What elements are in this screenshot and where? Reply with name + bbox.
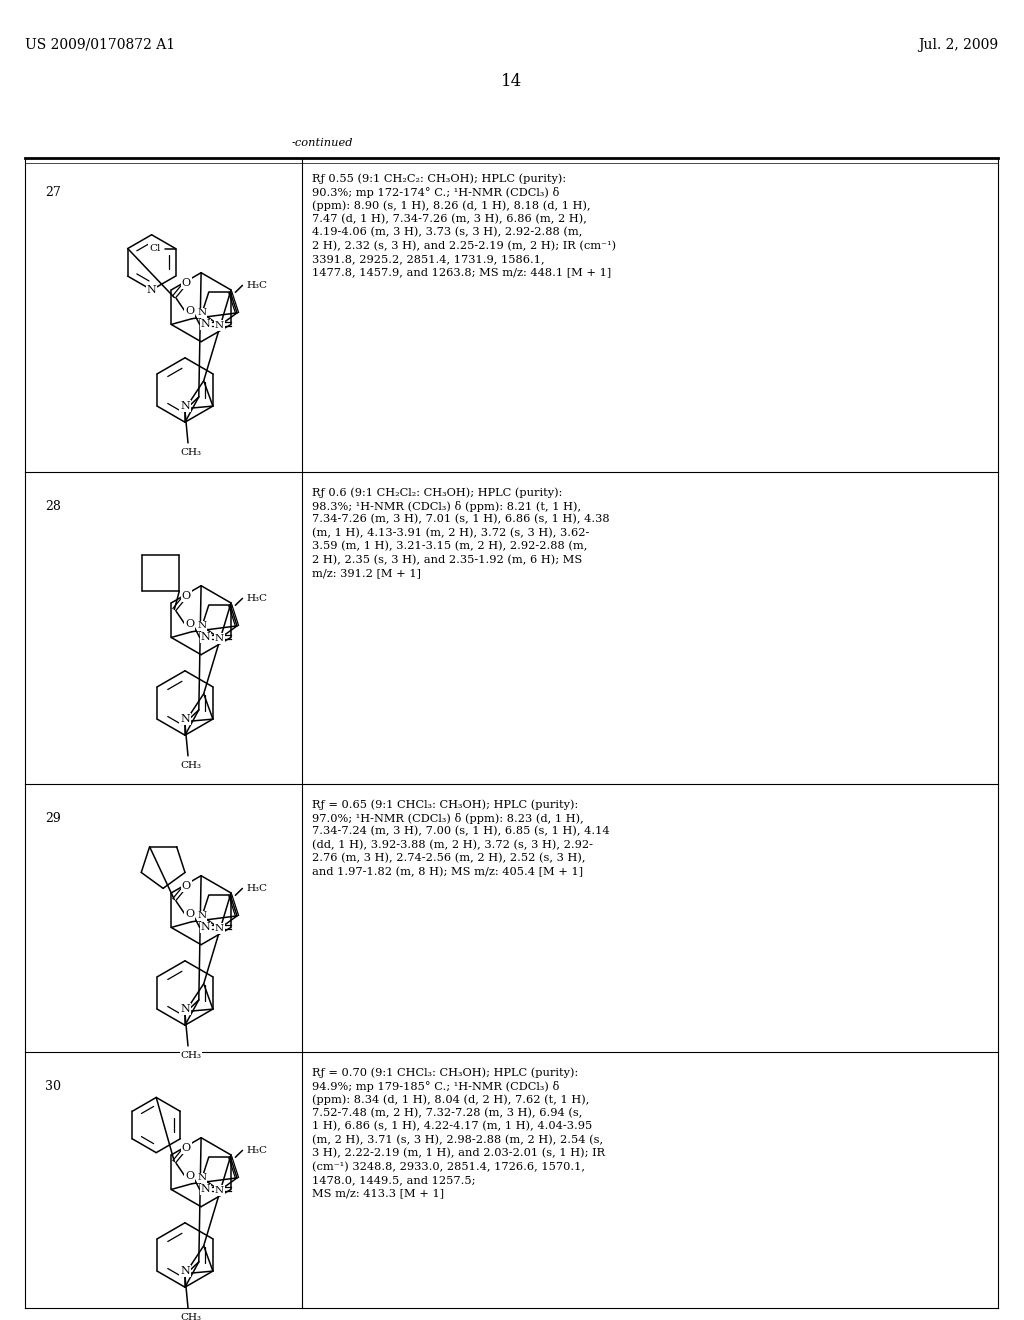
Text: N: N xyxy=(215,321,224,330)
Text: 4.19-4.06 (m, 3 H), 3.73 (s, 3 H), 2.92-2.88 (m,: 4.19-4.06 (m, 3 H), 3.73 (s, 3 H), 2.92-… xyxy=(312,227,583,238)
Text: 30: 30 xyxy=(45,1080,61,1093)
Text: N: N xyxy=(180,1266,189,1276)
Text: 14: 14 xyxy=(502,74,522,91)
Text: N: N xyxy=(198,1173,207,1183)
Text: N: N xyxy=(180,401,189,411)
Text: 2 H), 2.35 (s, 3 H), and 2.35-1.92 (m, 6 H); MS: 2 H), 2.35 (s, 3 H), and 2.35-1.92 (m, 6… xyxy=(312,554,583,565)
Text: 29: 29 xyxy=(45,812,60,825)
Text: 1 H), 6.86 (s, 1 H), 4.22-4.17 (m, 1 H), 4.04-3.95: 1 H), 6.86 (s, 1 H), 4.22-4.17 (m, 1 H),… xyxy=(312,1121,592,1131)
Text: N: N xyxy=(215,924,224,933)
Text: -continued: -continued xyxy=(292,139,353,148)
Text: CH₃: CH₃ xyxy=(180,449,202,458)
Text: (ppm): 8.90 (s, 1 H), 8.26 (d, 1 H), 8.18 (d, 1 H),: (ppm): 8.90 (s, 1 H), 8.26 (d, 1 H), 8.1… xyxy=(312,201,591,211)
Text: US 2009/0170872 A1: US 2009/0170872 A1 xyxy=(25,38,175,51)
Text: m/z: 391.2 [M + 1]: m/z: 391.2 [M + 1] xyxy=(312,568,421,578)
Text: Rƒ 0.55 (9:1 CH₂C₂: CH₃OH); HPLC (purity):: Rƒ 0.55 (9:1 CH₂C₂: CH₃OH); HPLC (purity… xyxy=(312,173,566,183)
Text: O: O xyxy=(181,591,190,601)
Text: 2.76 (m, 3 H), 2.74-2.56 (m, 2 H), 2.52 (s, 3 H),: 2.76 (m, 3 H), 2.74-2.56 (m, 2 H), 2.52 … xyxy=(312,853,586,863)
Text: CH₃: CH₃ xyxy=(180,1052,202,1060)
Text: H₃C: H₃C xyxy=(247,281,267,290)
Text: 7.47 (d, 1 H), 7.34-7.26 (m, 3 H), 6.86 (m, 2 H),: 7.47 (d, 1 H), 7.34-7.26 (m, 3 H), 6.86 … xyxy=(312,214,587,224)
Text: 7.34-7.26 (m, 3 H), 7.01 (s, 1 H), 6.86 (s, 1 H), 4.38: 7.34-7.26 (m, 3 H), 7.01 (s, 1 H), 6.86 … xyxy=(312,513,609,524)
Text: 90.3%; mp 172-174° C.; ¹H-NMR (CDCl₃) δ: 90.3%; mp 172-174° C.; ¹H-NMR (CDCl₃) δ xyxy=(312,186,559,198)
Text: 94.9%; mp 179-185° C.; ¹H-NMR (CDCl₃) δ: 94.9%; mp 179-185° C.; ¹H-NMR (CDCl₃) δ xyxy=(312,1081,559,1092)
Text: N: N xyxy=(198,911,207,920)
Text: 1477.8, 1457.9, and 1263.8; MS m/z: 448.1 [M + 1]: 1477.8, 1457.9, and 1263.8; MS m/z: 448.… xyxy=(312,268,611,277)
Text: CH₃: CH₃ xyxy=(180,1313,202,1320)
Text: 3.59 (m, 1 H), 3.21-3.15 (m, 2 H), 2.92-2.88 (m,: 3.59 (m, 1 H), 3.21-3.15 (m, 2 H), 2.92-… xyxy=(312,541,588,552)
Text: 3 H), 2.22-2.19 (m, 1 H), and 2.03-2.01 (s, 1 H); IR: 3 H), 2.22-2.19 (m, 1 H), and 2.03-2.01 … xyxy=(312,1148,605,1159)
Text: MS m/z: 413.3 [M + 1]: MS m/z: 413.3 [M + 1] xyxy=(312,1188,444,1199)
Text: (ppm): 8.34 (d, 1 H), 8.04 (d, 2 H), 7.62 (t, 1 H),: (ppm): 8.34 (d, 1 H), 8.04 (d, 2 H), 7.6… xyxy=(312,1094,590,1105)
Text: N: N xyxy=(180,714,189,725)
Text: N: N xyxy=(201,319,211,330)
Text: N: N xyxy=(215,1187,224,1195)
Text: O: O xyxy=(185,908,195,919)
Text: (cm⁻¹) 3248.8, 2933.0, 2851.4, 1726.6, 1570.1,: (cm⁻¹) 3248.8, 2933.0, 2851.4, 1726.6, 1… xyxy=(312,1162,585,1172)
Text: Rƒ = 0.65 (9:1 CHCl₃: CH₃OH); HPLC (purity):: Rƒ = 0.65 (9:1 CHCl₃: CH₃OH); HPLC (puri… xyxy=(312,799,579,809)
Text: 3391.8, 2925.2, 2851.4, 1731.9, 1586.1,: 3391.8, 2925.2, 2851.4, 1731.9, 1586.1, xyxy=(312,253,545,264)
Text: N: N xyxy=(198,309,207,317)
Text: 98.3%; ¹H-NMR (CDCl₃) δ (ppm): 8.21 (t, 1 H),: 98.3%; ¹H-NMR (CDCl₃) δ (ppm): 8.21 (t, … xyxy=(312,500,582,511)
Text: (m, 1 H), 4.13-3.91 (m, 2 H), 3.72 (s, 3 H), 3.62-: (m, 1 H), 4.13-3.91 (m, 2 H), 3.72 (s, 3… xyxy=(312,528,590,537)
Text: 97.0%; ¹H-NMR (CDCl₃) δ (ppm): 8.23 (d, 1 H),: 97.0%; ¹H-NMR (CDCl₃) δ (ppm): 8.23 (d, … xyxy=(312,813,584,824)
Text: H₃C: H₃C xyxy=(247,594,267,603)
Text: (dd, 1 H), 3.92-3.88 (m, 2 H), 3.72 (s, 3 H), 2.92-: (dd, 1 H), 3.92-3.88 (m, 2 H), 3.72 (s, … xyxy=(312,840,593,850)
Text: 7.52-7.48 (m, 2 H), 7.32-7.28 (m, 3 H), 6.94 (s,: 7.52-7.48 (m, 2 H), 7.32-7.28 (m, 3 H), … xyxy=(312,1107,583,1118)
Text: 28: 28 xyxy=(45,500,60,513)
Text: 2 H), 2.32 (s, 3 H), and 2.25-2.19 (m, 2 H); IR (cm⁻¹): 2 H), 2.32 (s, 3 H), and 2.25-2.19 (m, 2… xyxy=(312,240,616,251)
Text: and 1.97-1.82 (m, 8 H); MS m/z: 405.4 [M + 1]: and 1.97-1.82 (m, 8 H); MS m/z: 405.4 [M… xyxy=(312,866,583,876)
Text: N: N xyxy=(198,622,207,631)
Text: O: O xyxy=(185,1171,195,1180)
Text: O: O xyxy=(185,619,195,628)
Text: Jul. 2, 2009: Jul. 2, 2009 xyxy=(918,38,998,51)
Text: (m, 2 H), 3.71 (s, 3 H), 2.98-2.88 (m, 2 H), 2.54 (s,: (m, 2 H), 3.71 (s, 3 H), 2.98-2.88 (m, 2… xyxy=(312,1134,603,1144)
Text: O: O xyxy=(185,306,195,315)
Text: 7.34-7.24 (m, 3 H), 7.00 (s, 1 H), 6.85 (s, 1 H), 4.14: 7.34-7.24 (m, 3 H), 7.00 (s, 1 H), 6.85 … xyxy=(312,826,609,837)
Text: 1478.0, 1449.5, and 1257.5;: 1478.0, 1449.5, and 1257.5; xyxy=(312,1175,475,1185)
Text: N: N xyxy=(201,1184,211,1195)
Text: CH₃: CH₃ xyxy=(180,762,202,771)
Text: Rƒ = 0.70 (9:1 CHCl₃: CH₃OH); HPLC (purity):: Rƒ = 0.70 (9:1 CHCl₃: CH₃OH); HPLC (puri… xyxy=(312,1067,579,1077)
Text: H₃C: H₃C xyxy=(247,1146,267,1155)
Text: N: N xyxy=(180,1005,189,1014)
Text: 27: 27 xyxy=(45,186,60,199)
Text: Rƒ 0.6 (9:1 CH₂Cl₂: CH₃OH); HPLC (purity):: Rƒ 0.6 (9:1 CH₂Cl₂: CH₃OH); HPLC (purity… xyxy=(312,487,562,498)
Text: N: N xyxy=(215,634,224,643)
Text: N: N xyxy=(146,285,157,294)
Text: H₃C: H₃C xyxy=(247,884,267,892)
Text: N: N xyxy=(201,632,211,643)
Text: O: O xyxy=(181,279,190,288)
Text: Cl: Cl xyxy=(150,244,161,253)
Text: O: O xyxy=(181,1143,190,1154)
Text: O: O xyxy=(181,880,190,891)
Text: N: N xyxy=(201,923,211,932)
